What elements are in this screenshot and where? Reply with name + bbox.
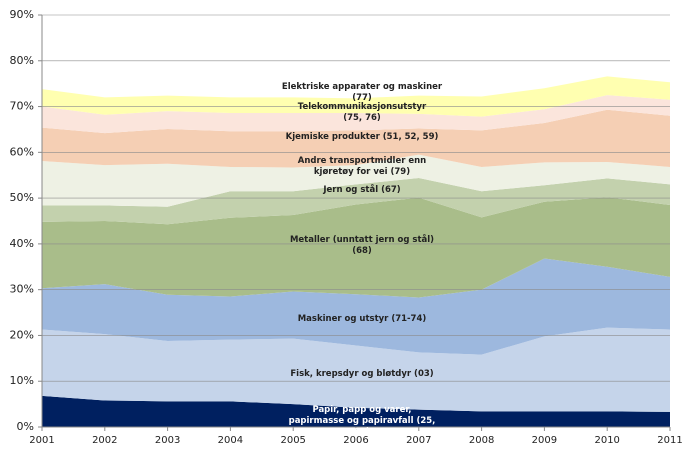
y-tick-label: 40% <box>10 237 34 250</box>
series-label: Kjemiske produkter (51, 52, 59) <box>285 132 439 142</box>
series-label: Jern og stål (67) <box>323 185 401 195</box>
x-tick-label: 2006 <box>343 435 368 446</box>
area <box>42 197 670 298</box>
x-tick-label: 2002 <box>92 435 117 446</box>
y-tick-label: 30% <box>10 283 34 296</box>
series-label: Elektriske apparater og maskiner (77) <box>281 82 443 103</box>
x-tick-label: 2004 <box>218 435 243 446</box>
y-tick-label: 50% <box>10 191 34 204</box>
y-tick-label: 0% <box>17 420 34 433</box>
series-label: Telekommunikasjonsutstyr (75, 76) <box>297 102 427 123</box>
series-label: Papir, papp og varer, papirmasse og papi… <box>288 405 436 437</box>
area <box>42 95 670 134</box>
y-tick-label: 90% <box>10 8 34 21</box>
x-tick-label: 2011 <box>657 435 682 446</box>
grid <box>42 14 670 382</box>
x-tick-label: 2008 <box>469 435 494 446</box>
series-label: Maskiner og utstyr (71-74) <box>297 314 427 324</box>
area <box>42 327 670 412</box>
y-tick-label: 20% <box>10 328 34 341</box>
x-tick-label: 2009 <box>532 435 557 446</box>
areas <box>42 76 670 427</box>
area <box>42 154 670 207</box>
x-tick-label: 2001 <box>29 435 54 446</box>
series-label: Metaller (unntatt jern og stål) (68) <box>289 235 435 256</box>
x-tick-label: 2007 <box>406 435 431 446</box>
x-tick-label: 2010 <box>594 435 619 446</box>
area <box>42 177 670 225</box>
y-tick-label: 70% <box>10 100 34 113</box>
series-label: Fisk, krepsdyr og bløtdyr (03) <box>290 369 434 379</box>
y-tick-label: 10% <box>10 374 34 387</box>
series-label: Andre transportmidler enn kjøretøy for v… <box>297 156 427 177</box>
x-tick-label: 2005 <box>280 435 305 446</box>
y-tick-label: 60% <box>10 145 34 158</box>
y-tick-label: 80% <box>10 54 34 67</box>
area <box>42 109 670 168</box>
area <box>42 395 670 427</box>
x-tick-label: 2003 <box>155 435 180 446</box>
area <box>42 258 670 355</box>
